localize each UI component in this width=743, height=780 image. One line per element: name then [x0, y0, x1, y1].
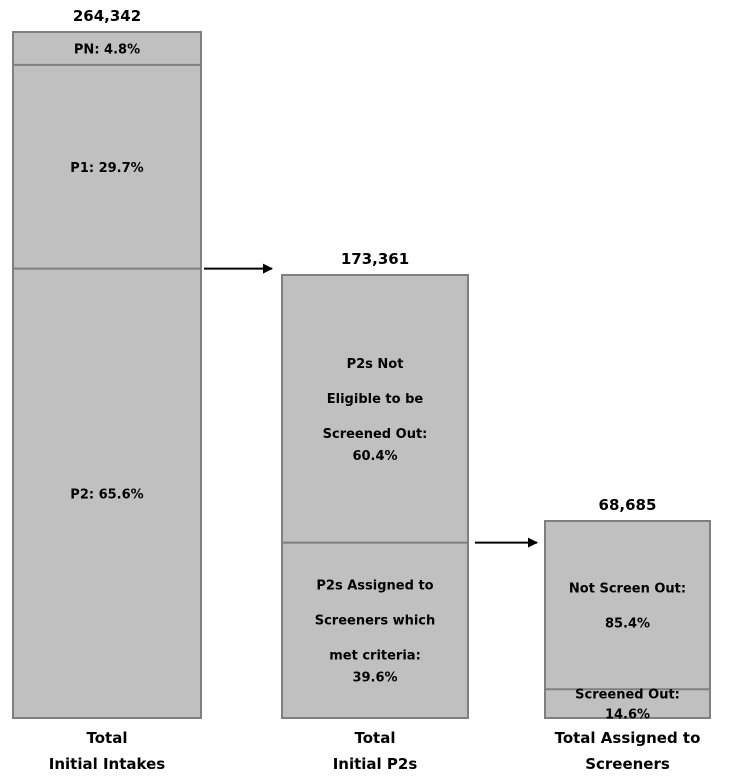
segment-label: P1: 29.7% — [70, 161, 143, 176]
segment-screened-out: Screened Out: 14.6% — [545, 688, 710, 723]
bar-group-2: 173,361 P2s Not Eligible to be Screened Out… — [281, 250, 469, 773]
segment-label: met criteria: — [329, 648, 421, 663]
segment-label: Eligible to be — [327, 392, 424, 407]
bar-outline — [544, 520, 711, 719]
segment-bar — [282, 543, 468, 718]
bar-group-1: 264,342 PN: 4.8% P1: 29.7% P2: 65.6% Total In… — [12, 7, 202, 773]
segment-bar — [282, 275, 468, 543]
segment-label: 85.4% — [605, 617, 650, 632]
segment-p1: P1: 29.7% — [13, 63, 201, 176]
bar-outline — [12, 31, 202, 719]
segment-assigned: P2s Assigned to Screeners which met criter… — [282, 541, 468, 718]
bar-caption: Total — [87, 729, 128, 747]
bar-group-3: 68,685 Not Screen Out: 85.4% Screened Out: 1… — [544, 496, 711, 773]
segment-p2: P2: 65.6% — [13, 267, 201, 503]
bar-caption: Screeners — [585, 755, 670, 773]
segment-pn: PN: 4.8% — [74, 42, 140, 57]
segment-label: 39.6% — [352, 670, 397, 685]
bar-outline — [281, 274, 469, 719]
bar-caption: Initial Intakes — [49, 755, 165, 773]
bar-caption: Initial P2s — [333, 755, 418, 773]
segment-label: PN: 4.8% — [74, 42, 140, 57]
bar-caption: Total Assigned to — [555, 729, 701, 747]
segment-label: 14.6% — [605, 708, 650, 723]
bar-total-label: 173,361 — [341, 250, 409, 268]
segment-label: P2s Not — [347, 357, 404, 372]
segment-label: Screened Out: — [575, 688, 680, 703]
bar-total-label: 264,342 — [73, 7, 141, 25]
segment-label: 60.4% — [352, 449, 397, 464]
segment-label: Screeners which — [315, 613, 436, 628]
segment-label: Not Screen Out: — [569, 582, 686, 597]
bar-caption: Total — [355, 729, 396, 747]
bar-total-label: 68,685 — [599, 496, 657, 514]
segment-bar — [545, 521, 710, 689]
segment-not-screen-out: Not Screen Out: 85.4% — [545, 521, 710, 689]
segment-not-eligible: P2s Not Eligible to be Screened Out: 60.4% — [282, 275, 468, 543]
segment-label: P2: 65.6% — [70, 488, 143, 503]
segment-label: Screened Out: — [323, 427, 428, 442]
segment-label: P2s Assigned to — [316, 578, 433, 593]
